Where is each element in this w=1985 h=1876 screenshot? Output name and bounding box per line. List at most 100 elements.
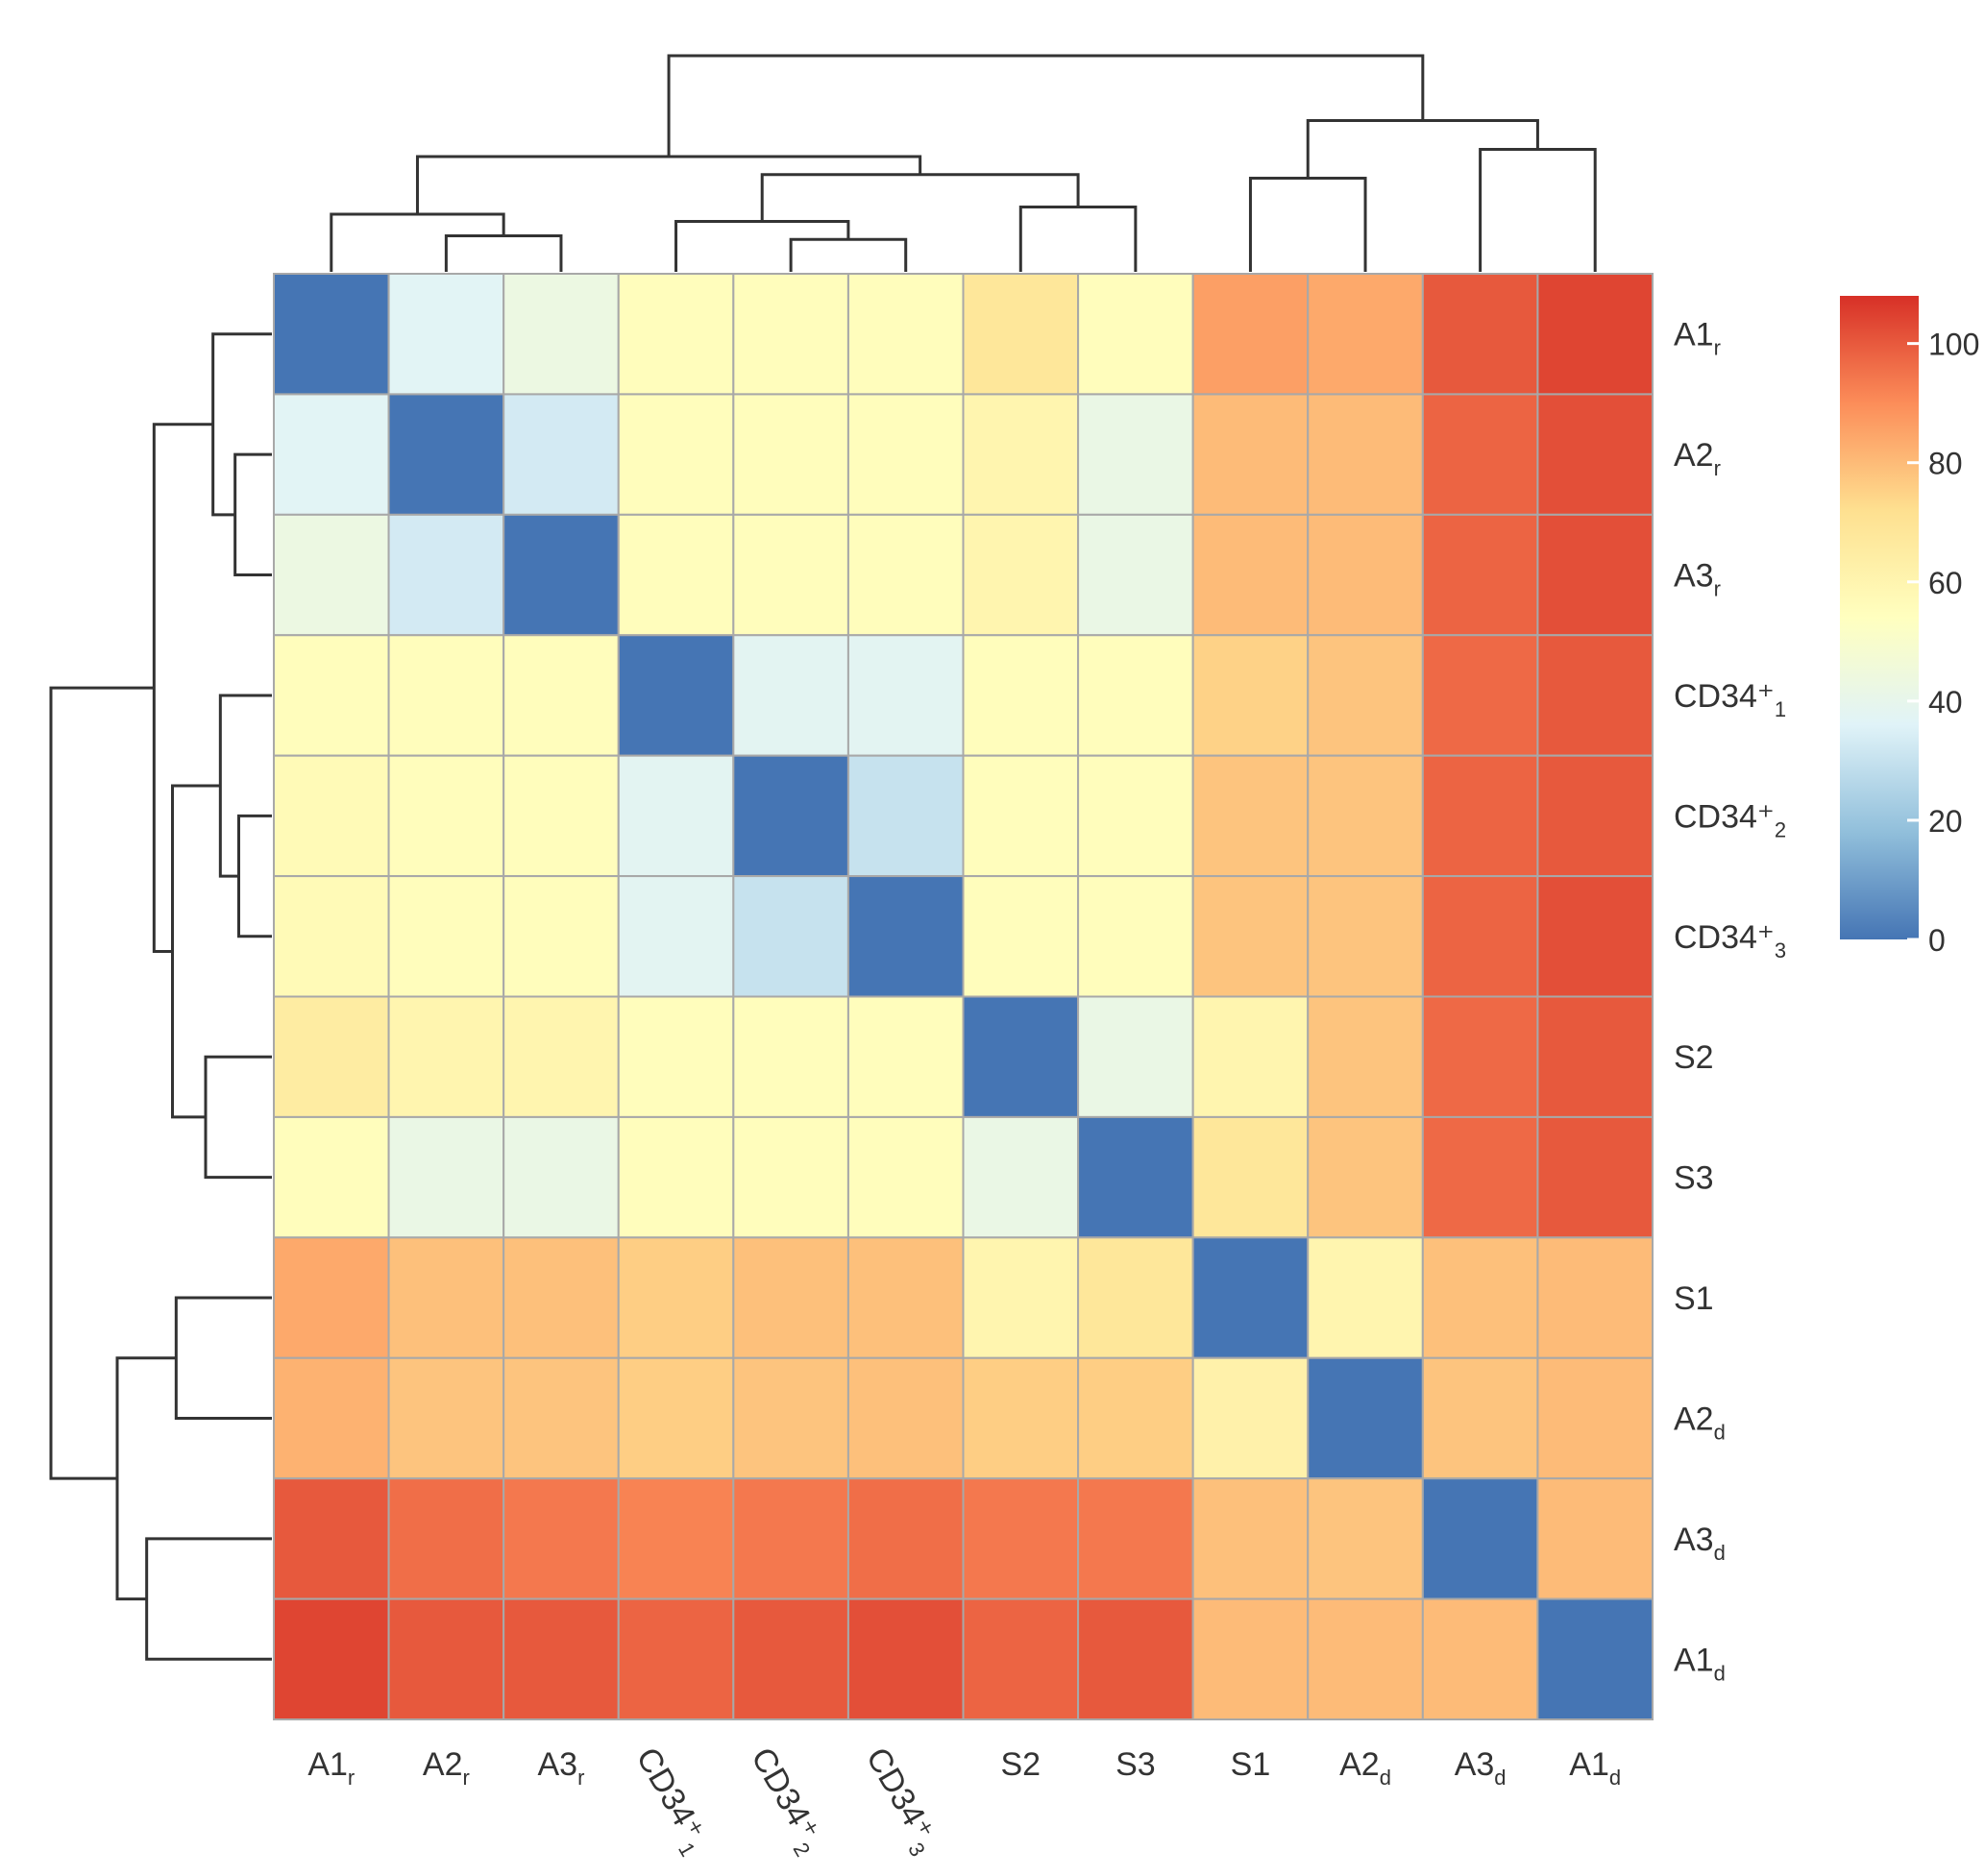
heatmap-cell xyxy=(732,1236,849,1359)
heatmap-cell xyxy=(1077,1236,1194,1359)
heatmap-cell xyxy=(273,393,390,516)
heatmap-cell xyxy=(1307,754,1424,878)
color-legend-ticks: 0 20 40 60 80 100 xyxy=(1907,328,1979,958)
heatmap-cell xyxy=(1536,1477,1654,1600)
column-label: A2d xyxy=(1339,1746,1391,1790)
heatmap-cell xyxy=(387,1597,505,1720)
heatmap-cell xyxy=(732,1597,849,1720)
heatmap-cell xyxy=(846,634,965,757)
column-label: A1d xyxy=(1569,1746,1621,1790)
heatmap-cell xyxy=(846,754,965,878)
column-label: S1 xyxy=(1231,1746,1271,1783)
heatmap-cell xyxy=(962,875,1080,998)
heatmap-cell xyxy=(846,513,965,637)
legend-tick-label: 20 xyxy=(1928,804,1963,839)
heatmap-cell xyxy=(1077,1477,1194,1600)
heatmap-cell xyxy=(1421,393,1539,516)
row-label: S2 xyxy=(1674,1039,1714,1076)
heatmap-cell xyxy=(502,393,620,516)
heatmap-cell xyxy=(1536,1115,1654,1239)
heatmap-cell xyxy=(1307,273,1424,396)
column-dendrogram xyxy=(330,54,1597,272)
row-labels: A1r A2r A3r CD34⁺1 CD34⁺2 CD34⁺3 S2 S3 S1 A2d A3d A… xyxy=(1674,317,1786,1686)
heatmap-cell xyxy=(502,875,620,998)
heatmap-cell xyxy=(1421,754,1539,878)
heatmap-cell xyxy=(1421,1477,1539,1600)
heatmap-cell xyxy=(1077,634,1194,757)
row-label: CD34⁺3 xyxy=(1674,919,1786,962)
heatmap-cell xyxy=(962,1356,1080,1480)
row-label: A1r xyxy=(1674,317,1721,360)
legend-tick-label: 40 xyxy=(1928,685,1963,719)
heatmap-cell xyxy=(732,513,849,637)
column-label: A3d xyxy=(1455,1746,1507,1790)
heatmap-cell xyxy=(617,513,735,637)
row-label: A3d xyxy=(1674,1522,1726,1565)
heatmap-cell xyxy=(1077,513,1194,637)
heatmap-cell xyxy=(387,1477,505,1600)
heatmap-cell xyxy=(1191,1597,1310,1720)
heatmap-cell xyxy=(387,393,505,516)
heatmap-cell xyxy=(1307,1115,1424,1239)
heatmap-cell xyxy=(617,1115,735,1239)
row-label: S1 xyxy=(1674,1280,1714,1317)
column-label: A2r xyxy=(423,1746,470,1790)
heatmap-cell xyxy=(962,393,1080,516)
heatmap-cell xyxy=(732,875,849,998)
dendrogram-branch xyxy=(233,452,272,577)
heatmap-cell xyxy=(962,513,1080,637)
heatmap-cell xyxy=(502,634,620,757)
heatmap-cell xyxy=(502,1115,620,1239)
heatmap-cell xyxy=(732,393,849,516)
row-label: A2d xyxy=(1674,1401,1726,1444)
heatmap-cell xyxy=(962,1477,1080,1600)
heatmap-cell xyxy=(617,1236,735,1359)
heatmap-cell xyxy=(1307,1356,1424,1480)
heatmap-cell xyxy=(502,995,620,1118)
heatmap-cell xyxy=(1077,1356,1194,1480)
heatmap-cell xyxy=(617,393,735,516)
heatmap-cell xyxy=(273,995,390,1118)
heatmap-cell xyxy=(617,754,735,878)
color-legend-bar xyxy=(1840,296,1919,939)
heatmap-cell xyxy=(1191,875,1310,998)
heatmap-cell xyxy=(732,995,849,1118)
heatmap-cell xyxy=(1307,1236,1424,1359)
heatmap-cell xyxy=(502,273,620,396)
heatmap-cell xyxy=(1077,754,1194,878)
heatmap-cell xyxy=(846,1115,965,1239)
heatmap-cell xyxy=(1421,513,1539,637)
heatmap-cell xyxy=(387,1356,505,1480)
heatmap-cell xyxy=(1421,634,1539,757)
column-label: S2 xyxy=(1000,1746,1041,1783)
heatmap-cell xyxy=(273,754,390,878)
legend-tick-label: 0 xyxy=(1928,923,1946,958)
heatmap-cell xyxy=(502,1356,620,1480)
heatmap-cell xyxy=(1307,1477,1424,1600)
heatmap-cell xyxy=(273,513,390,637)
heatmap-cell xyxy=(1307,1597,1424,1720)
dendrogram-branch xyxy=(49,686,155,1480)
heatmap-cell xyxy=(1077,1597,1194,1720)
dendrogram-branch xyxy=(145,1537,272,1661)
column-label: A3r xyxy=(537,1746,584,1790)
heatmap-cell xyxy=(1191,1477,1310,1600)
heatmap-cell xyxy=(273,273,390,396)
heatmap-cell xyxy=(1077,393,1194,516)
row-label: CD34⁺2 xyxy=(1674,798,1786,841)
heatmap-cell xyxy=(1536,995,1654,1118)
legend-tick-label: 60 xyxy=(1928,566,1963,600)
row-label: S3 xyxy=(1674,1160,1714,1197)
heatmap-cell xyxy=(1536,1356,1654,1480)
heatmap-cell xyxy=(962,1597,1080,1720)
heatmap-cell xyxy=(962,273,1080,396)
heatmap-cell xyxy=(387,513,505,637)
row-label: A2r xyxy=(1674,437,1721,480)
heatmap-cell xyxy=(1077,995,1194,1118)
heatmap-cell xyxy=(1536,875,1654,998)
heatmap-cell xyxy=(732,754,849,878)
heatmap-cell xyxy=(1191,754,1310,878)
heatmap-cell xyxy=(617,875,735,998)
heatmap-cell xyxy=(732,634,849,757)
heatmap-cell xyxy=(1077,273,1194,396)
